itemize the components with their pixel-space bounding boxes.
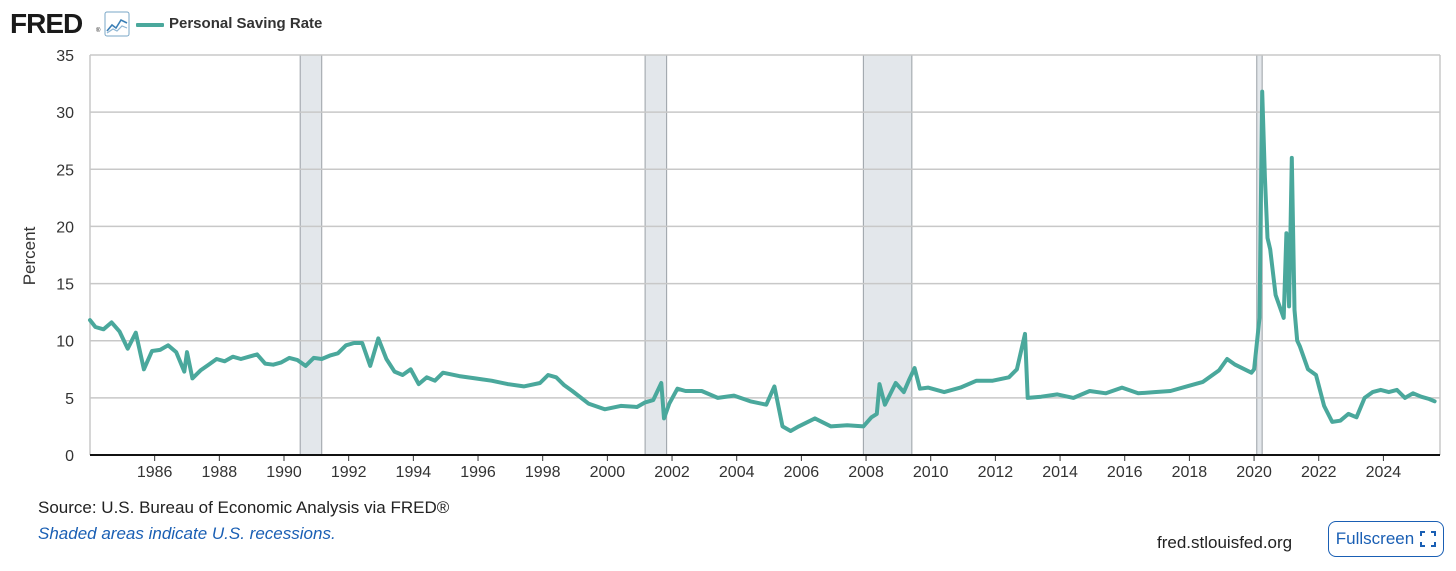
- line-graph-icon: [104, 11, 130, 37]
- legend-swatch: [136, 23, 164, 27]
- y-tick-label: 35: [56, 48, 74, 65]
- chart-header: FRED ® Personal Saving Rate: [10, 8, 530, 40]
- fred-logo[interactable]: FRED: [10, 8, 83, 39]
- series-line-1: [88, 89, 1437, 433]
- x-tick-label: 2000: [590, 464, 626, 481]
- fred-logo-mark: ®: [96, 28, 101, 34]
- x-tick-label: 2002: [654, 464, 690, 481]
- x-tick-label: 1986: [137, 464, 173, 481]
- x-tick-label: 2016: [1107, 464, 1143, 481]
- y-axis-ticks: 0 5 10 15 20 25 30 35: [56, 48, 74, 465]
- y-tick-label: 5: [65, 391, 74, 408]
- site-url[interactable]: fred.stlouisfed.org: [1157, 533, 1293, 552]
- y-tick-label: 30: [56, 105, 74, 122]
- expand-corners-icon: [1420, 531, 1437, 547]
- x-tick-label: 2014: [1042, 464, 1078, 481]
- series-layer: [88, 89, 1437, 433]
- source-citation: Source: U.S. Bureau of Economic Analysis…: [38, 498, 450, 517]
- fullscreen-button[interactable]: Fullscreen: [1328, 521, 1444, 557]
- x-tick-label: 2006: [784, 464, 820, 481]
- recession-note: Shaded areas indicate U.S. recessions.: [38, 524, 336, 543]
- legend-series-label[interactable]: Personal Saving Rate: [169, 15, 323, 32]
- x-tick-label: 1990: [266, 464, 302, 481]
- gridlines: [89, 54, 1441, 455]
- x-tick-label: 2012: [978, 464, 1014, 481]
- x-tick-label: 1996: [460, 464, 496, 481]
- x-tick-label: 1994: [396, 464, 432, 481]
- x-tick-label: 2010: [913, 464, 949, 481]
- x-tick-label: 1988: [202, 464, 238, 481]
- y-tick-label: 20: [56, 219, 74, 236]
- x-tick-label: 2018: [1172, 464, 1208, 481]
- x-tick-label: 2004: [719, 464, 755, 481]
- y-tick-label: 0: [65, 448, 74, 465]
- fullscreen-label: Fullscreen: [1335, 529, 1415, 548]
- y-axis-label: Percent: [20, 226, 39, 285]
- y-tick-label: 10: [56, 334, 74, 351]
- y-tick-label: 25: [56, 162, 74, 179]
- recession-band-1: [299, 54, 323, 456]
- recession-shading: [299, 54, 1263, 456]
- x-tick-label: 2008: [848, 464, 884, 481]
- x-tick-label: 2024: [1366, 464, 1402, 481]
- y-tick-label: 15: [56, 277, 74, 294]
- x-tick-label: 1992: [331, 464, 367, 481]
- x-tick-label: 2022: [1301, 464, 1337, 481]
- x-axis-ticks: 1986 1988 1990 1992 1994 1996 1998 2000 2002 2004…: [137, 455, 1401, 481]
- x-tick-label: 1998: [525, 464, 561, 481]
- x-tick-label: 2020: [1236, 464, 1272, 481]
